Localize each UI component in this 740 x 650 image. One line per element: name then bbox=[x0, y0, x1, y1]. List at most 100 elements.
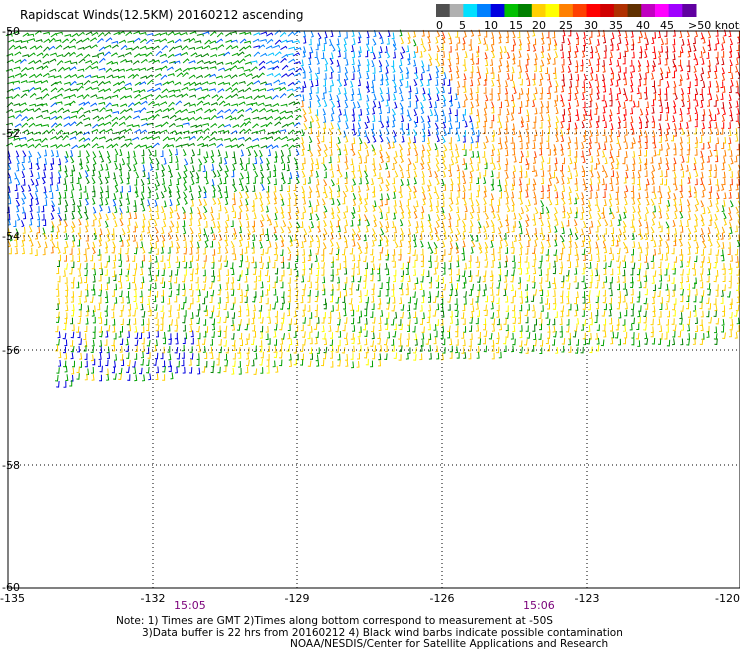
wind-barb bbox=[707, 233, 711, 241]
wind-barb bbox=[128, 212, 132, 220]
wind-barb bbox=[651, 106, 655, 114]
wind-barb bbox=[435, 262, 439, 269]
wind-barb bbox=[737, 200, 740, 208]
wind-barb bbox=[57, 207, 61, 215]
wind-barb bbox=[89, 296, 94, 303]
wind-barb bbox=[616, 171, 620, 179]
wind-barb bbox=[463, 86, 467, 93]
wind-barb bbox=[148, 309, 152, 317]
wind-barb bbox=[35, 197, 40, 205]
wind-barb bbox=[317, 121, 321, 129]
wind-barb bbox=[541, 37, 545, 45]
wind-barb bbox=[657, 31, 661, 39]
wind-barb bbox=[658, 136, 662, 143]
wind-barb bbox=[603, 183, 607, 191]
wind-barb bbox=[574, 51, 578, 59]
wind-barb bbox=[176, 185, 180, 193]
wind-barb bbox=[512, 311, 516, 318]
wind-barb bbox=[119, 219, 124, 227]
wind-barb bbox=[97, 122, 106, 127]
wind-barb bbox=[352, 38, 356, 46]
wind-barb bbox=[678, 59, 682, 67]
wind-barb bbox=[217, 184, 222, 192]
wind-barb bbox=[428, 281, 432, 289]
wind-barb bbox=[602, 324, 606, 332]
wind-barb bbox=[202, 53, 210, 58]
wind-barb bbox=[708, 170, 712, 178]
wind-barb bbox=[22, 89, 30, 93]
wind-barb bbox=[77, 239, 81, 247]
wind-barb bbox=[713, 333, 718, 340]
wind-barb bbox=[119, 290, 123, 298]
wind-barb bbox=[421, 60, 425, 68]
wind-barb bbox=[57, 246, 61, 254]
wind-barb bbox=[97, 311, 102, 319]
wind-barb bbox=[699, 274, 703, 282]
wind-barb bbox=[547, 43, 551, 51]
wind-barb bbox=[15, 192, 19, 199]
wind-barb bbox=[238, 101, 246, 106]
wind-barb bbox=[524, 339, 528, 346]
wind-barb bbox=[736, 171, 740, 179]
wind-barb bbox=[575, 282, 579, 289]
wind-barb bbox=[525, 184, 529, 191]
wind-barb bbox=[405, 268, 409, 275]
wind-barb bbox=[660, 73, 664, 81]
wind-barb bbox=[127, 40, 135, 44]
wind-barb bbox=[253, 291, 257, 298]
wind-barb bbox=[125, 345, 130, 352]
wind-barb bbox=[400, 311, 404, 319]
wind-barb bbox=[728, 281, 732, 289]
wind-barb bbox=[260, 248, 264, 256]
wind-barb bbox=[659, 333, 663, 340]
wind-barb bbox=[224, 353, 228, 361]
wind-barb bbox=[307, 275, 311, 282]
wind-barb bbox=[259, 331, 263, 339]
wind-barb bbox=[616, 136, 620, 145]
wind-barb bbox=[300, 241, 304, 249]
wind-barb bbox=[736, 269, 740, 276]
wind-barb bbox=[321, 135, 325, 143]
wind-barb bbox=[608, 297, 612, 305]
wind-barb bbox=[21, 122, 29, 128]
wind-barb bbox=[316, 67, 320, 74]
wind-barb bbox=[49, 233, 53, 241]
wind-barb bbox=[477, 226, 481, 234]
wind-barb bbox=[120, 239, 124, 247]
wind-barb bbox=[449, 276, 453, 284]
wind-barb bbox=[105, 310, 109, 317]
wind-barb bbox=[198, 198, 203, 206]
wind-barb bbox=[687, 213, 691, 221]
wind-barb bbox=[352, 65, 356, 73]
wind-barb bbox=[505, 214, 509, 221]
wind-barb bbox=[64, 263, 68, 270]
wind-barb bbox=[282, 220, 287, 228]
wind-barb bbox=[546, 290, 550, 297]
wind-barb bbox=[450, 283, 454, 291]
wind-barb bbox=[594, 108, 598, 115]
wind-barb bbox=[210, 206, 214, 214]
wind-barb bbox=[420, 260, 424, 268]
wind-barb bbox=[246, 309, 250, 317]
wind-barb bbox=[126, 331, 130, 338]
wind-barb bbox=[225, 144, 233, 148]
wind-barb bbox=[454, 43, 458, 51]
wind-barb bbox=[632, 241, 636, 248]
wind-barb bbox=[587, 290, 591, 297]
wind-barb bbox=[287, 324, 291, 331]
wind-barb bbox=[296, 170, 300, 179]
wind-barb bbox=[519, 171, 523, 179]
wind-barb bbox=[27, 66, 35, 71]
wind-barb bbox=[734, 128, 738, 135]
wind-barb bbox=[54, 75, 62, 79]
wind-barb bbox=[393, 226, 397, 234]
wind-barb bbox=[146, 74, 154, 80]
wind-barb bbox=[441, 36, 446, 44]
wind-barb bbox=[90, 254, 94, 262]
wind-barb bbox=[532, 134, 536, 142]
wind-barb bbox=[302, 309, 306, 317]
wind-barb bbox=[253, 275, 258, 283]
wind-barb bbox=[497, 199, 501, 206]
wind-barb bbox=[603, 268, 607, 275]
wind-barb bbox=[141, 192, 145, 201]
